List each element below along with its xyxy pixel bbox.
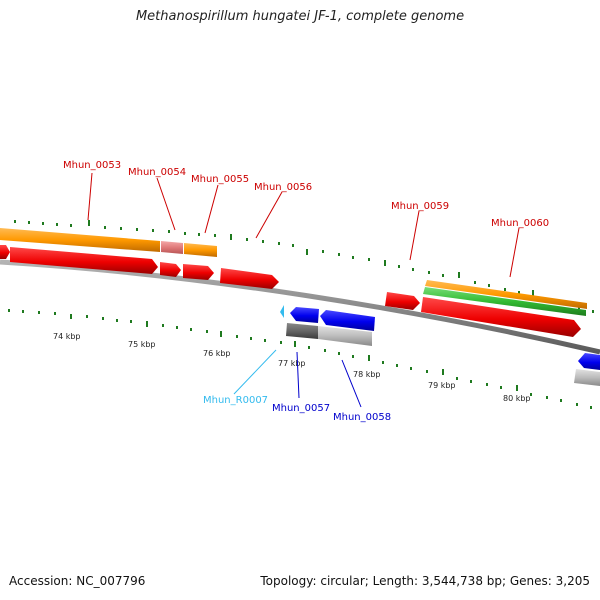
scale-label-79: 79 kbp <box>428 381 456 390</box>
gene-arrow-right-edge[interactable] <box>578 353 600 370</box>
genome-summary-text: Topology: circular; Length: 3,544,738 bp… <box>260 574 590 588</box>
gene-arrow-mhun-0060[interactable] <box>421 297 581 337</box>
forward-gene-arrows <box>0 245 581 337</box>
gene-arrow-mhun-0057[interactable] <box>290 307 319 323</box>
feature-bar-mhun-0060-orange[interactable] <box>425 280 587 309</box>
gene-arrow-mhun-0058[interactable] <box>320 310 375 331</box>
scale-label-78: 78 kbp <box>353 370 381 379</box>
gene-arrow-mhun-0054[interactable] <box>160 262 181 277</box>
reverse-gene-arrows <box>280 305 600 370</box>
gene-callout-lines <box>87 172 520 408</box>
gene-arrow-mhun-0056[interactable] <box>220 268 279 289</box>
outer-scale-ring <box>14 220 594 313</box>
callout-line-mhun-0055 <box>204 184 219 234</box>
scale-label-76: 76 kbp <box>203 349 231 358</box>
gene-arrow-mhun-0053[interactable] <box>10 247 158 274</box>
inner-scale-ring <box>8 309 592 409</box>
scale-label-75: 75 kbp <box>128 340 156 349</box>
scale-label-80: 80 kbp <box>503 394 531 403</box>
feature-bar-mhun-0060-green[interactable] <box>423 287 586 316</box>
callout-line-mhun-0060 <box>509 227 520 278</box>
gene-arrow-mhun-0055[interactable] <box>183 264 214 280</box>
gene-label-mhun-r0007[interactable]: Mhun_R0007 <box>203 395 268 406</box>
forward-feature-lane <box>0 228 587 316</box>
gene-label-mhun-0058[interactable]: Mhun_0058 <box>333 412 391 423</box>
gene-label-mhun-0059[interactable]: Mhun_0059 <box>391 201 449 212</box>
gene-labels: Mhun_0053 Mhun_0054 Mhun_0055 Mhun_0056 … <box>63 160 549 423</box>
gene-label-mhun-0056[interactable]: Mhun_0056 <box>254 182 312 193</box>
gene-label-mhun-0053[interactable]: Mhun_0053 <box>63 160 121 171</box>
feature-bar-mhun-0054[interactable] <box>161 241 183 254</box>
callout-line-mhun-0057 <box>296 351 300 399</box>
gene-arrow-mhun-r0007[interactable] <box>280 305 284 318</box>
gene-label-mhun-0060[interactable]: Mhun_0060 <box>491 218 549 229</box>
gene-arrow-mhun-0059[interactable] <box>385 292 420 310</box>
feature-bar-right-edge[interactable] <box>574 369 600 386</box>
callout-line-mhun-0059 <box>409 210 420 261</box>
scale-label-77: 77 kbp <box>278 359 306 368</box>
feature-bar-mhun-0055[interactable] <box>184 243 217 257</box>
callout-line-mhun-0058 <box>341 359 362 408</box>
callout-line-mhun-0054 <box>156 177 176 231</box>
callout-line-mhun-r0007 <box>233 349 277 395</box>
feature-bar-mhun-0057[interactable] <box>286 323 318 339</box>
gene-label-mhun-0057[interactable]: Mhun_0057 <box>272 403 330 414</box>
genome-title: Methanospirillum hungatei JF-1, complete… <box>135 9 465 24</box>
feature-bar-mhun-0058[interactable] <box>318 326 372 346</box>
reverse-feature-lane <box>286 323 600 386</box>
gene-arrow-left-edge[interactable] <box>0 245 10 259</box>
scale-labels: 74 kbp 75 kbp 76 kbp 77 kbp 78 kbp 79 kb… <box>53 332 531 403</box>
genome-backbone <box>0 259 600 355</box>
callout-line-mhun-0053 <box>87 172 93 221</box>
gene-label-mhun-0054[interactable]: Mhun_0054 <box>128 167 186 178</box>
feature-bar-mhun-0053[interactable] <box>0 228 160 252</box>
scale-label-74: 74 kbp <box>53 332 81 341</box>
accession-text: Accession: NC_007796 <box>9 574 146 588</box>
callout-line-mhun-0056 <box>255 191 283 239</box>
gene-label-mhun-0055[interactable]: Mhun_0055 <box>191 174 249 185</box>
